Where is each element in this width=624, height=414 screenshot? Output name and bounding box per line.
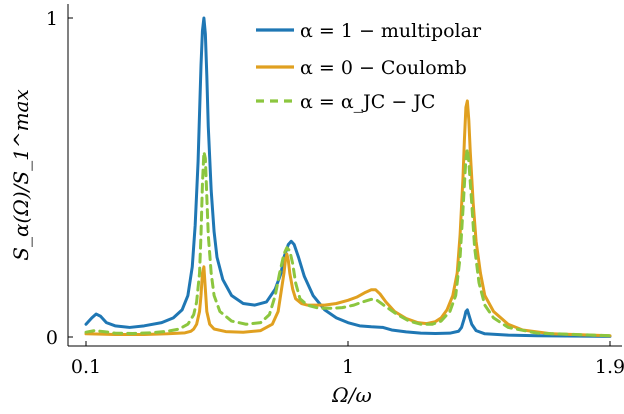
x-tick-label-0: 0.1 — [71, 356, 101, 378]
x-tick-label-1: 1 — [342, 356, 354, 378]
x-tick-label-2: 1.9 — [595, 356, 624, 378]
y-tick-label-1: 1 — [46, 8, 58, 30]
y-axis-title: S_α(Ω)/S_1^max — [9, 89, 33, 260]
legend-label-1: α = 0 − Coulomb — [300, 57, 467, 79]
series-line-1 — [84, 99, 612, 338]
y-tick-label-0: 0 — [46, 327, 58, 349]
series-line-2 — [84, 147, 612, 338]
legend-label-2: α = α_JC − JC — [300, 91, 435, 113]
x-axis-title: Ω/ω — [331, 383, 372, 407]
legend: α = 1 − multipolar α = 0 − Coulomb α = α… — [256, 20, 482, 113]
series-layer — [84, 16, 612, 338]
legend-label-0: α = 1 − multipolar — [300, 20, 482, 42]
